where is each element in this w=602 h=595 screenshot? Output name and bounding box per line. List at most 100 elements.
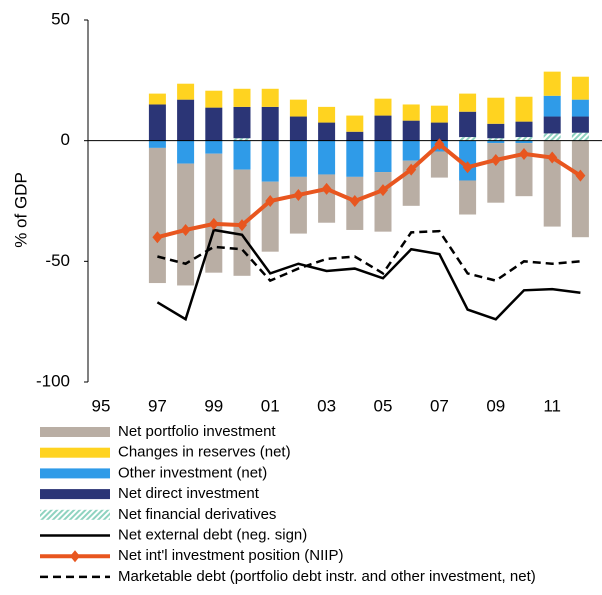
y-axis-label: % of GDP (11, 172, 30, 248)
bar (205, 140, 223, 154)
x-tick-label: 97 (148, 396, 167, 415)
marker (208, 217, 219, 230)
marker (547, 151, 558, 164)
y-tick-label: -50 (45, 251, 70, 270)
marker (519, 147, 529, 160)
legend-swatch (40, 509, 110, 520)
y-tick-label: -100 (36, 371, 70, 390)
marker (462, 161, 473, 174)
marker (265, 195, 276, 207)
bar (233, 88, 251, 107)
x-tick-label: 01 (261, 396, 280, 415)
x-tick-label: 11 (543, 396, 561, 415)
bar (515, 140, 533, 144)
bar (148, 147, 166, 284)
marker (293, 188, 304, 201)
bar (543, 71, 561, 96)
line (156, 228, 581, 322)
x-tick-label: 07 (430, 396, 449, 415)
bar (205, 107, 223, 141)
marker (406, 163, 417, 176)
bar (177, 99, 195, 141)
bar (318, 106, 336, 123)
bar (374, 98, 392, 116)
bar (177, 140, 195, 164)
bar (402, 104, 420, 121)
x-tick-label: 09 (486, 396, 505, 415)
bar (459, 111, 477, 138)
bar (289, 116, 307, 141)
bar (430, 105, 448, 123)
line (156, 141, 582, 240)
bar (261, 106, 279, 141)
bar (543, 95, 561, 117)
x-tick-label: 03 (317, 396, 336, 415)
bar (289, 140, 307, 177)
bar (515, 121, 533, 138)
bar (205, 90, 223, 108)
bar (233, 138, 251, 141)
bar (515, 96, 533, 122)
bar (346, 131, 364, 141)
legend-swatch (40, 427, 110, 437)
marker (490, 153, 501, 166)
legend-swatch (40, 489, 110, 500)
bar (261, 88, 279, 107)
bar (374, 172, 392, 232)
bar (148, 104, 166, 141)
bar (430, 151, 448, 178)
marker (237, 219, 247, 232)
legend-label: Net external debt (neg. sign) (118, 526, 307, 543)
bar (148, 93, 166, 105)
legend-label: Net int'l investment position (NIIP) (118, 547, 343, 564)
bar (346, 140, 364, 177)
legend-label: Marketable debt (portfolio debt instr. a… (118, 568, 536, 585)
bar (571, 99, 589, 117)
bar (261, 140, 279, 182)
bar (430, 122, 448, 141)
legend-label: Changes in reserves (net) (118, 444, 291, 461)
bar (318, 174, 336, 223)
bar (487, 123, 505, 139)
bar (233, 140, 251, 170)
x-tick-label: 95 (92, 396, 111, 415)
bar (177, 83, 195, 100)
bar (459, 180, 477, 215)
bar (289, 176, 307, 234)
legend-label: Net financial derivatives (118, 506, 276, 523)
marker (180, 223, 191, 236)
bar (459, 140, 477, 181)
bar (487, 143, 505, 203)
y-tick-label: 50 (51, 9, 70, 28)
bar (571, 140, 589, 238)
bar (374, 115, 392, 141)
bar (571, 116, 589, 133)
x-tick-label: 99 (204, 396, 223, 415)
bar (571, 76, 589, 100)
bar (318, 140, 336, 175)
marker (434, 138, 445, 151)
bar (374, 140, 392, 173)
bar (261, 181, 279, 252)
marker (349, 195, 360, 207)
legend-label: Net direct investment (118, 485, 260, 502)
marker (575, 169, 586, 182)
bar (543, 133, 561, 141)
bar (571, 132, 589, 141)
bar (402, 120, 420, 141)
y-tick-label: 0 (61, 130, 70, 149)
bar (318, 122, 336, 141)
bar (346, 115, 364, 132)
bar (487, 97, 505, 124)
bar (487, 138, 505, 141)
legend-label: Net portfolio investment (118, 423, 276, 440)
bar (459, 137, 477, 141)
marker (378, 184, 388, 197)
bar (233, 106, 251, 139)
bar (402, 140, 420, 161)
marker (321, 182, 332, 195)
bar (289, 99, 307, 117)
bar (515, 137, 533, 141)
x-tick-label: 05 (374, 396, 393, 415)
